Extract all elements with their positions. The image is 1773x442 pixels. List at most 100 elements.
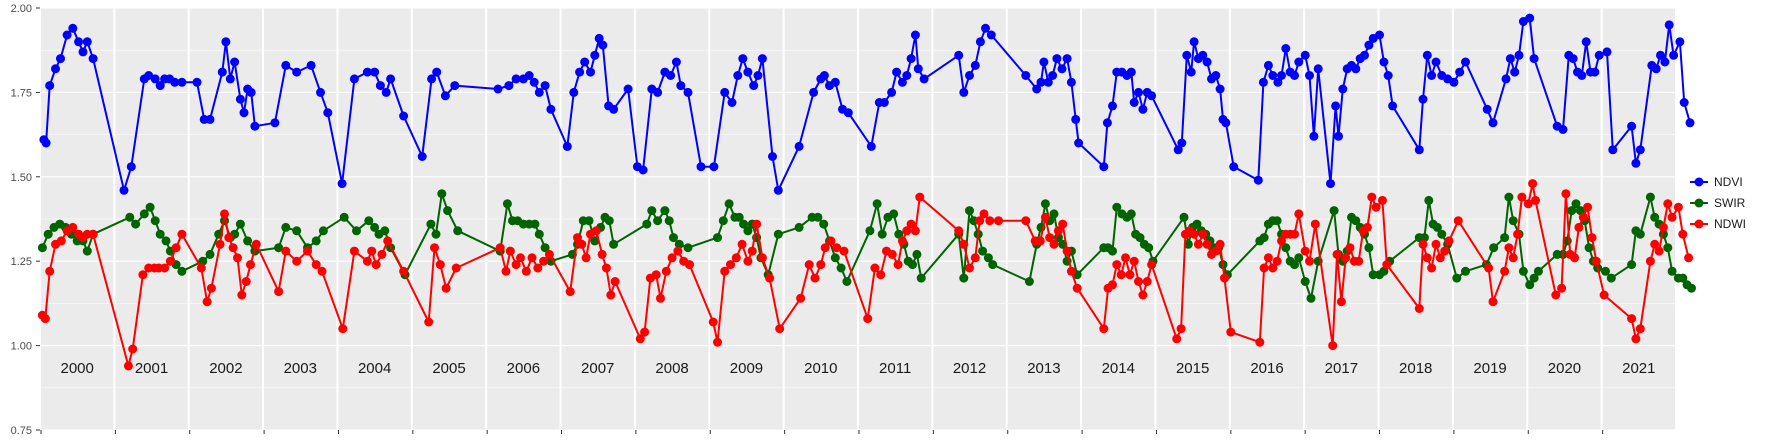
ndwi-point (747, 246, 757, 256)
ndwi-point (251, 239, 261, 249)
ndwi-point (220, 209, 229, 219)
ndwi-point (1134, 277, 1143, 286)
ndvi-point (1360, 50, 1369, 60)
ndwi-point (1444, 236, 1454, 246)
ndwi-point (505, 246, 515, 256)
ndwi-point (451, 263, 461, 273)
ndwi-point (765, 273, 775, 283)
swir-point (584, 216, 594, 226)
swir-point (546, 256, 556, 266)
swir-point (530, 219, 540, 229)
ndwi-point (1508, 253, 1518, 263)
swir-point (1601, 266, 1610, 276)
ndwi-point (816, 260, 826, 270)
ndvi-point (450, 81, 460, 91)
ndwi-point (544, 249, 554, 259)
ndwi-point (737, 239, 747, 249)
ndvi-point (1505, 54, 1515, 64)
swir-point (794, 222, 804, 232)
ndvi-point (590, 50, 600, 60)
ndvi-point (1529, 54, 1539, 64)
ndwi-point (241, 277, 251, 286)
swir-point (590, 236, 600, 246)
ndvi-point (843, 108, 853, 118)
ndwi-point (338, 324, 348, 334)
year-label: 2007 (581, 360, 614, 377)
year-label: 2005 (432, 360, 465, 377)
swir-point (339, 212, 349, 222)
ndvi-point (250, 121, 260, 131)
ndvi-point (794, 141, 804, 151)
ndwi-point (1570, 253, 1580, 263)
ndwi-point (752, 219, 762, 229)
ndvi-point (362, 67, 372, 77)
ndwi-point (826, 236, 836, 246)
ndwi-point (215, 239, 225, 249)
ndvi-point (1375, 30, 1384, 40)
ndwi-point (1062, 246, 1072, 256)
ndwi-point (128, 344, 138, 354)
ndwi-point (1591, 256, 1601, 266)
ndwi-point (708, 317, 718, 327)
ndwi-point (810, 273, 820, 283)
swir-point (718, 216, 728, 226)
year-label: 2016 (1250, 360, 1283, 377)
ndwi-point (893, 260, 903, 270)
ndvi-point (897, 77, 907, 87)
swir-point (155, 229, 165, 239)
ndvi-point (270, 118, 280, 128)
ndwi-point (1531, 195, 1540, 205)
swir-point (647, 206, 657, 216)
swir-point (198, 256, 208, 266)
ndvi-point (1675, 37, 1685, 47)
ndwi-point (1147, 260, 1157, 270)
ndvi-point (1057, 64, 1067, 74)
ndvi-point (1102, 118, 1112, 128)
swir-point (813, 212, 823, 222)
ndwi-point (1371, 202, 1381, 212)
ndvi-point (1338, 84, 1348, 94)
ndvi-point (954, 50, 964, 60)
ndwi-point (713, 337, 722, 347)
y-tick-label: 1.00 (11, 341, 32, 353)
swir-point (642, 219, 652, 229)
ndwi-point (775, 324, 785, 334)
swir-point (908, 260, 917, 270)
swir-point (1179, 212, 1189, 222)
swir-point (1424, 195, 1434, 205)
ndwi-point (1215, 239, 1225, 249)
swir-point (653, 216, 663, 226)
ndwi-point (820, 243, 830, 253)
ndwi-point (40, 314, 50, 324)
ndvi-point (1147, 91, 1157, 101)
ndvi-point (1186, 67, 1196, 77)
ndwi-point (1631, 334, 1641, 344)
ndvi-point (1577, 71, 1587, 80)
ndwi-point (233, 253, 242, 263)
swir-point (1112, 202, 1122, 212)
swir-point (1290, 260, 1299, 270)
ndvi-point (417, 152, 427, 161)
ndwi-point (1557, 283, 1567, 293)
ndvi-point (1558, 125, 1568, 134)
ndvi-point (1221, 118, 1231, 128)
ndvi-point (594, 33, 604, 43)
ndvi-point (753, 71, 763, 80)
ndwi-point (196, 263, 206, 273)
ndvi-point (56, 54, 65, 64)
ndwi-point (1367, 192, 1377, 202)
swir-point (1571, 199, 1581, 209)
ndwi-point (731, 253, 741, 263)
ndwi-point (876, 270, 886, 280)
swir-point (1368, 270, 1378, 280)
ndwi-point (1377, 195, 1387, 205)
ndwi-point (985, 216, 995, 226)
ndwi-point (371, 260, 381, 270)
ndvi-point (757, 54, 767, 64)
ndwi-point (1635, 324, 1645, 334)
ndwi-point (640, 327, 650, 337)
year-label: 2013 (1027, 360, 1060, 377)
ndvi-point (546, 104, 556, 114)
ndwi-point (349, 246, 359, 256)
ndvi-point (292, 67, 302, 77)
